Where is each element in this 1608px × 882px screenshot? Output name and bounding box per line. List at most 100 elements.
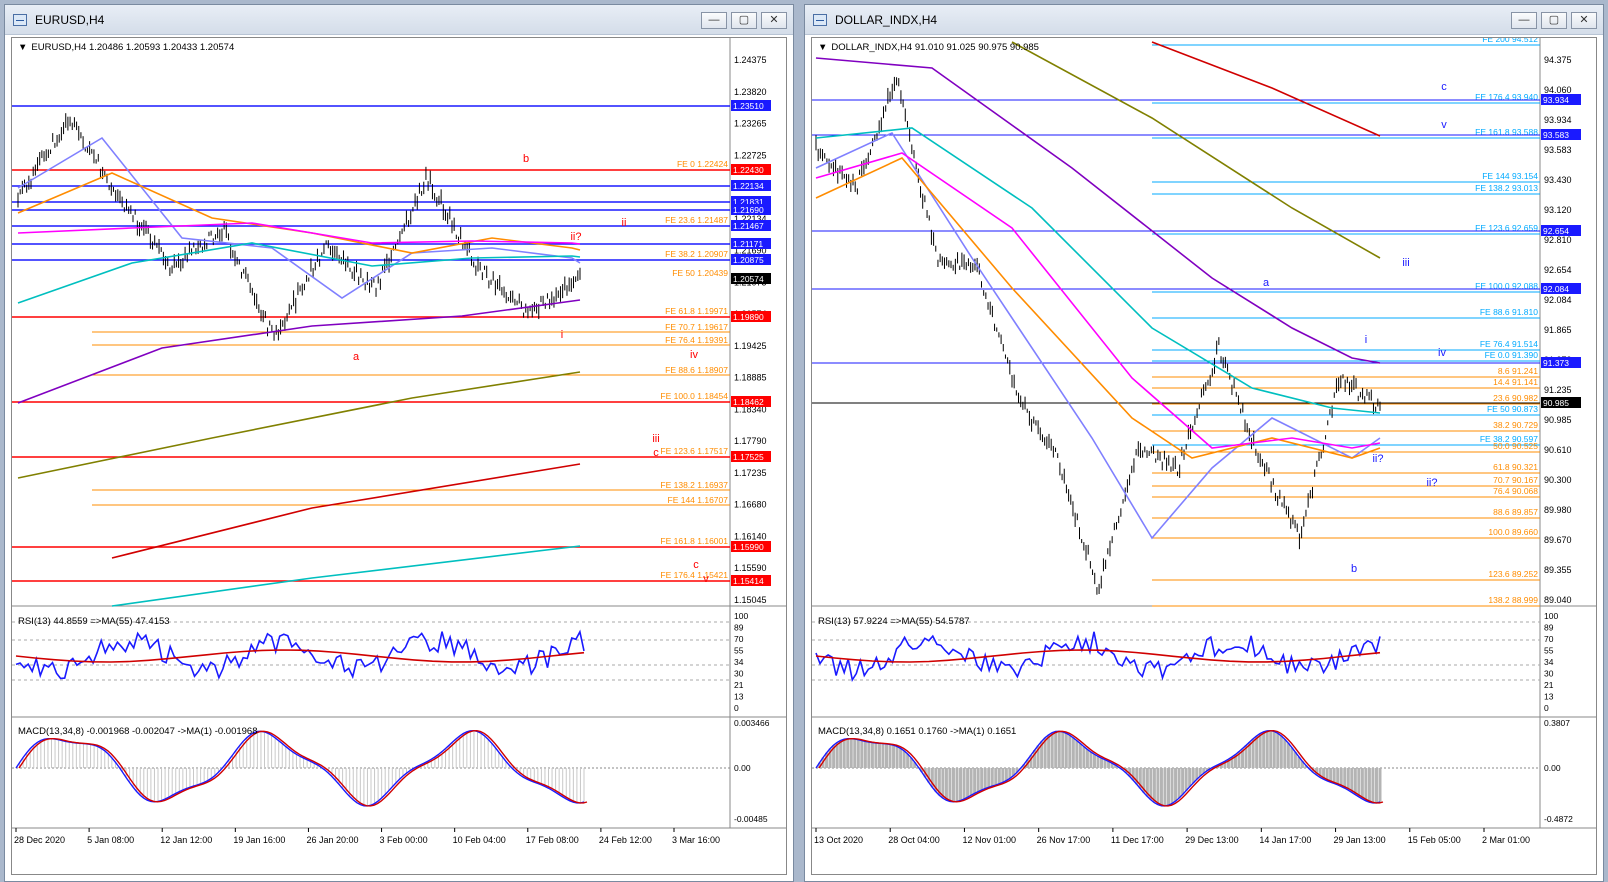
- fe-label: FE 100.0 1.18454: [660, 391, 728, 401]
- close-button[interactable]: ✕: [1571, 12, 1597, 29]
- rsi-ma-line: [15, 649, 585, 663]
- time-tick-label: 3 Mar 16:00: [672, 835, 720, 845]
- minimize-button[interactable]: —: [701, 12, 727, 29]
- price-tick-label: 93.430: [1544, 175, 1572, 185]
- price-tick-label: 89.980: [1544, 505, 1572, 515]
- time-tick-label: 5 Jan 08:00: [87, 835, 134, 845]
- macd-signal-line: [818, 729, 1384, 807]
- dollar-index-chart-svg[interactable]: 94.37594.06093.93493.58393.43093.12092.8…: [812, 38, 1597, 875]
- macd-tick-label: -0.00485: [734, 814, 768, 824]
- eurusd-chart-svg[interactable]: 1.24375 1.23820 1.23265 1.22725 1.22430 1.221…: [12, 38, 787, 875]
- price-tick-label: 1.16680: [734, 500, 767, 510]
- fe-label: 100.0 89.660: [1488, 527, 1538, 537]
- window-titlebar[interactable]: EURUSD,H4 — ▢ ✕: [5, 5, 793, 35]
- wave-label: c: [1441, 81, 1447, 93]
- rsi-tick-label: 0: [734, 703, 739, 713]
- price-chart-area[interactable]: 94.375 94.060 93.934 93.583 93.430 93.120 92.8…: [811, 37, 1597, 875]
- price-marker-label: 1.19890: [733, 312, 764, 322]
- rsi-line: [815, 631, 1381, 683]
- rsi-tick-label: 13: [1544, 692, 1554, 702]
- macd-tick-label: 0.003466: [734, 718, 770, 728]
- macd-tick-label: 0.00: [1544, 763, 1561, 773]
- price-marker-label: 1.22134: [733, 181, 764, 191]
- time-tick-label: 2 Mar 01:00: [1482, 835, 1530, 845]
- price-tick-label: 94.375: [1544, 55, 1572, 65]
- price-marker-label: 1.17525: [733, 452, 764, 462]
- price-marker-box: [731, 196, 771, 207]
- fe-label: 70.7 90.167: [1493, 475, 1538, 485]
- macd-tick-label: 0.00: [734, 763, 751, 773]
- moving-average-line: [17, 172, 581, 254]
- fe-label: FE 70.7 1.19617: [665, 322, 728, 332]
- price-chart-area[interactable]: 1.24375 1.23820 1.23265 1.22725 1.22430 1.221…: [11, 37, 787, 875]
- price-tick-label: 1.16140: [734, 531, 767, 541]
- chart-window-icon: [813, 13, 827, 26]
- fe-label: 23.6 90.982: [1493, 393, 1538, 403]
- fe-label: 138.2 88.999: [1488, 595, 1538, 605]
- rsi-tick-label: 21: [1544, 680, 1554, 690]
- price-tick-label: 1.22725: [734, 150, 767, 160]
- price-marker-box: [731, 575, 771, 586]
- time-tick-label: 26 Jan 20:00: [306, 835, 358, 845]
- fe-label: 61.8 90.321: [1493, 462, 1538, 472]
- wave-label: ii?: [570, 231, 581, 243]
- price-marker-label: 92.084: [1543, 284, 1569, 294]
- price-marker-label: 92.654: [1543, 226, 1569, 236]
- price-tick-label: 92.084: [1544, 295, 1572, 305]
- price-marker-box: [1541, 397, 1581, 408]
- wave-label: a: [1263, 277, 1270, 289]
- window-title: DOLLAR_INDX,H4: [835, 12, 938, 27]
- macd-signal-line: [18, 729, 588, 807]
- macd-tick-label: -0.4872: [1544, 814, 1573, 824]
- window-title: EURUSD,H4: [35, 12, 105, 27]
- price-marker-label: 1.21690: [733, 205, 764, 215]
- fe-label: FE 144 1.16707: [668, 495, 729, 505]
- time-tick-label: 12 Nov 01:00: [962, 835, 1016, 845]
- price-tick-label: 90.985: [1544, 415, 1572, 425]
- wave-label: a: [353, 351, 360, 363]
- wave-label: b: [1351, 563, 1357, 575]
- fe-label: 38.2 90.729: [1493, 420, 1538, 430]
- time-tick-label: 15 Feb 05:00: [1408, 835, 1461, 845]
- price-marker-label: 1.21171: [733, 239, 763, 249]
- price-marker-label: 1.18462: [733, 397, 764, 407]
- restore-button[interactable]: ▢: [731, 12, 757, 29]
- close-button[interactable]: ✕: [761, 12, 787, 29]
- rsi-tick-label: 55: [734, 646, 744, 656]
- price-tick-label: 93.583: [1544, 145, 1572, 155]
- rsi-tick-label: 21: [734, 680, 744, 690]
- fe-label: 88.6 89.857: [1493, 507, 1538, 517]
- price-marker-label: 1.21467: [733, 221, 764, 231]
- price-marker-label: 1.20875: [733, 255, 764, 265]
- wave-label: iv: [690, 349, 698, 361]
- fe-label: FE 88.6 1.18907: [665, 365, 728, 375]
- price-marker-box: [731, 238, 771, 249]
- rsi-tick-label: 100: [734, 611, 748, 621]
- price-tick-label: 89.355: [1544, 565, 1572, 575]
- price-tick-label: 1.18885: [734, 373, 767, 383]
- price-marker-label: 1.22430: [733, 165, 764, 175]
- window-titlebar[interactable]: DOLLAR_INDX,H4 — ▢ ✕: [805, 5, 1603, 35]
- price-marker-label: 1.15990: [733, 542, 764, 552]
- price-marker-label: 91.373: [1543, 358, 1569, 368]
- restore-button[interactable]: ▢: [1541, 12, 1567, 29]
- dollar-index-chart-window[interactable]: DOLLAR_INDX,H4 — ▢ ✕ 94.375 94.060 93.934 9…: [804, 4, 1604, 882]
- moving-average-line: [17, 222, 581, 245]
- rsi-tick-label: 89: [1544, 623, 1554, 633]
- time-tick-label: 13 Oct 2020: [814, 835, 863, 845]
- wave-label: c: [653, 447, 659, 459]
- rsi-ma-line: [815, 649, 1381, 663]
- rsi-tick-label: 30: [1544, 669, 1554, 679]
- time-tick-label: 29 Jan 13:00: [1334, 835, 1386, 845]
- wave-label: v: [703, 573, 709, 585]
- fe-label: FE 0.0 91.390: [1485, 350, 1539, 360]
- time-tick-label: 14 Jan 17:00: [1259, 835, 1311, 845]
- moving-average-line: [111, 545, 581, 607]
- rsi-header: RSI(13) 57.9224 =>MA(55) 54.5787: [818, 616, 970, 627]
- fe-label: FE 138.2 1.16937: [660, 480, 728, 490]
- rsi-tick-label: 34: [1544, 657, 1554, 667]
- eurusd-chart-window[interactable]: EURUSD,H4 — ▢ ✕ 1.24375 1.23820 1.23265 1.2…: [4, 4, 794, 882]
- minimize-button[interactable]: —: [1511, 12, 1537, 29]
- fe-label: 14.4 91.141: [1493, 377, 1538, 387]
- moving-average-line: [17, 371, 581, 479]
